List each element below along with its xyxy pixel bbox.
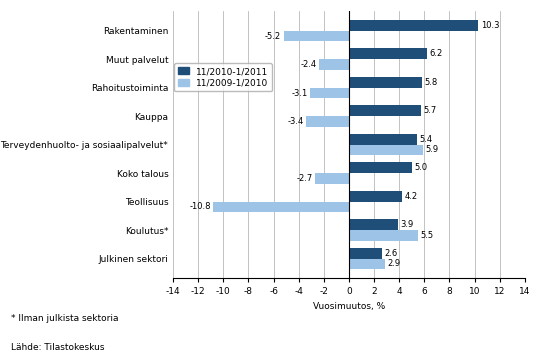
Text: 10.3: 10.3 bbox=[481, 21, 499, 30]
Bar bbox=[349, 20, 478, 31]
Bar bbox=[213, 202, 349, 212]
Bar bbox=[349, 248, 381, 258]
Bar bbox=[349, 134, 417, 145]
Legend: 11/2010-1/2011, 11/2009-1/2010: 11/2010-1/2011, 11/2009-1/2010 bbox=[174, 64, 272, 91]
Bar bbox=[349, 77, 422, 87]
Bar bbox=[283, 31, 349, 41]
Text: -2.7: -2.7 bbox=[296, 174, 313, 183]
Text: -10.8: -10.8 bbox=[189, 202, 211, 211]
Text: * Ilman julkista sektoria: * Ilman julkista sektoria bbox=[11, 314, 118, 323]
Bar bbox=[349, 230, 418, 241]
Text: 3.9: 3.9 bbox=[400, 220, 414, 229]
Text: 5.4: 5.4 bbox=[419, 135, 432, 144]
X-axis label: Vuosimuutos, %: Vuosimuutos, % bbox=[313, 302, 385, 311]
Bar bbox=[315, 173, 349, 184]
Bar bbox=[306, 116, 349, 127]
Bar bbox=[349, 48, 427, 59]
Text: 2.9: 2.9 bbox=[388, 260, 401, 268]
Bar bbox=[349, 258, 385, 269]
Text: -5.2: -5.2 bbox=[265, 31, 281, 41]
Bar bbox=[349, 145, 423, 155]
Text: -3.4: -3.4 bbox=[287, 117, 304, 126]
Text: -3.1: -3.1 bbox=[291, 89, 307, 97]
Text: 5.8: 5.8 bbox=[424, 78, 438, 87]
Text: 5.9: 5.9 bbox=[426, 146, 439, 155]
Bar bbox=[349, 105, 420, 116]
Bar bbox=[349, 191, 401, 202]
Bar bbox=[310, 87, 349, 99]
Bar bbox=[349, 219, 398, 230]
Text: 4.2: 4.2 bbox=[404, 192, 417, 201]
Text: -2.4: -2.4 bbox=[300, 60, 316, 69]
Text: 5.0: 5.0 bbox=[414, 163, 427, 172]
Text: 5.5: 5.5 bbox=[420, 231, 434, 240]
Text: 6.2: 6.2 bbox=[430, 49, 443, 58]
Text: 2.6: 2.6 bbox=[384, 248, 397, 258]
Text: Lähde: Tilastokeskus: Lähde: Tilastokeskus bbox=[11, 343, 104, 352]
Text: 5.7: 5.7 bbox=[423, 106, 436, 115]
Bar bbox=[349, 162, 412, 173]
Bar bbox=[319, 59, 349, 70]
